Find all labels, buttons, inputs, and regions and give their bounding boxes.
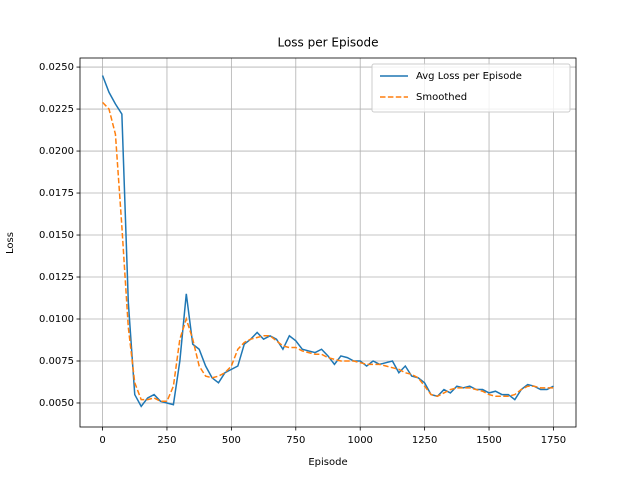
y-axis-label: Loss (5, 232, 16, 254)
plot-frame (79, 57, 577, 428)
legend-label: Smoothed (416, 92, 467, 103)
y-tick-label: 0.0075 (39, 356, 74, 367)
legend-box (371, 63, 571, 113)
legend-label: Avg Loss per Episode (416, 71, 522, 82)
y-tick-label: 0.0150 (39, 230, 74, 241)
x-tick-label: 0 (99, 435, 105, 446)
x-tick-label: 1000 (347, 435, 372, 446)
legend: Avg Loss per Episode Smoothed (371, 63, 571, 113)
x-tick-label: 1500 (476, 435, 501, 446)
y-tick-label: 0.0250 (39, 62, 74, 73)
x-axis-label: Episode (308, 457, 347, 468)
x-tick-label: 250 (157, 435, 176, 446)
y-tick-label: 0.0125 (39, 272, 74, 283)
y-tick-label: 0.0050 (39, 398, 74, 409)
y-tick-label: 0.0225 (39, 104, 74, 115)
y-tick-label: 0.0100 (39, 314, 74, 325)
chart-title: Loss per Episode (277, 36, 378, 50)
data-line (102, 101, 554, 403)
x-tick-label: 500 (222, 435, 241, 446)
x-tick-label: 1750 (541, 435, 566, 446)
data-line (101, 75, 554, 408)
x-tick-label: 1250 (412, 435, 437, 446)
grid (80, 58, 576, 427)
y-tick-label: 0.0175 (39, 188, 74, 199)
x-tick-label: 750 (286, 435, 305, 446)
y-tick-label: 0.0200 (39, 146, 74, 157)
